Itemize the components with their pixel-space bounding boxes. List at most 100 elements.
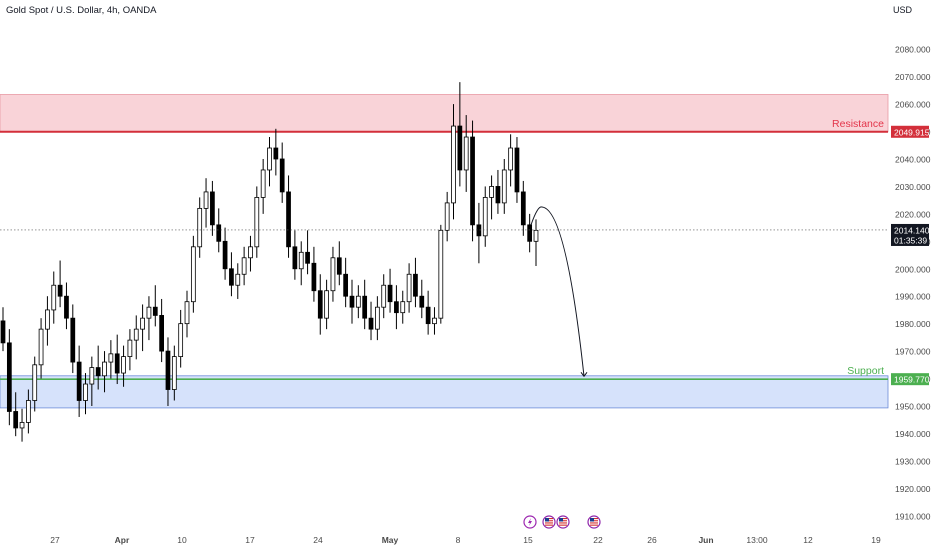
candle[interactable] (222, 227, 228, 280)
candle[interactable] (400, 290, 406, 324)
candle[interactable] (171, 345, 177, 401)
candle[interactable] (178, 309, 184, 368)
candle[interactable] (190, 235, 196, 313)
candle[interactable] (425, 290, 431, 335)
us-flag-icon[interactable] (587, 515, 601, 529)
candle[interactable] (298, 241, 304, 286)
candle[interactable] (324, 279, 329, 330)
candle[interactable] (216, 208, 222, 253)
candle[interactable] (482, 186, 488, 247)
candle[interactable] (375, 296, 380, 341)
candle[interactable] (89, 356, 95, 406)
candle[interactable] (108, 340, 114, 379)
candle[interactable] (83, 373, 88, 415)
candle[interactable] (165, 337, 171, 406)
candle[interactable] (114, 334, 120, 385)
candle-body-up (489, 186, 494, 198)
flag-icon-ring (587, 515, 601, 529)
candle[interactable] (451, 104, 456, 220)
resistance-zone[interactable] (0, 94, 889, 133)
candle[interactable] (51, 271, 57, 324)
candle[interactable] (317, 274, 323, 335)
candle[interactable] (489, 175, 494, 220)
candle[interactable] (419, 279, 425, 319)
candle[interactable] (533, 219, 539, 267)
candle[interactable] (355, 285, 361, 319)
candle[interactable] (438, 224, 444, 324)
candle[interactable] (336, 241, 342, 286)
x-tick-label: 27 (50, 535, 60, 545)
candle[interactable] (330, 246, 336, 302)
candle[interactable] (248, 235, 253, 272)
candle[interactable] (368, 301, 374, 341)
candle[interactable] (76, 345, 82, 417)
candle[interactable] (184, 290, 190, 338)
candle[interactable] (13, 392, 19, 437)
x-tick-label: 15 (523, 535, 533, 545)
candle[interactable] (362, 279, 368, 330)
flash-icon[interactable] (523, 515, 537, 529)
candle[interactable] (444, 191, 450, 242)
candle[interactable] (70, 304, 76, 374)
candle[interactable] (527, 213, 533, 253)
candle[interactable] (235, 263, 241, 299)
candle[interactable] (32, 356, 38, 412)
candle[interactable] (38, 318, 44, 379)
candle[interactable] (286, 175, 291, 258)
candle[interactable] (95, 345, 101, 390)
candle[interactable] (495, 169, 501, 214)
candle[interactable] (0, 307, 6, 352)
candle[interactable] (311, 246, 317, 302)
candle[interactable] (254, 186, 260, 258)
candle-body-down (286, 191, 291, 248)
candle[interactable] (292, 230, 298, 280)
candle[interactable] (159, 298, 164, 363)
candle[interactable] (26, 389, 31, 434)
candle[interactable] (64, 282, 69, 330)
candle[interactable] (260, 158, 266, 214)
candle[interactable] (343, 257, 349, 308)
candle[interactable] (508, 134, 513, 187)
candle[interactable] (279, 142, 285, 203)
projection-arrow[interactable] (530, 206, 585, 377)
candle[interactable] (463, 115, 469, 192)
candle[interactable] (273, 128, 279, 176)
candle[interactable] (152, 285, 158, 327)
flag-stripe (545, 524, 553, 526)
candle[interactable] (197, 197, 203, 258)
support-zone[interactable] (0, 375, 889, 409)
candle[interactable] (229, 252, 234, 297)
candle[interactable] (267, 137, 272, 187)
candle[interactable] (57, 260, 63, 308)
candle[interactable] (349, 279, 355, 324)
candle[interactable] (305, 230, 310, 275)
candle[interactable] (501, 158, 507, 214)
candle[interactable] (127, 329, 133, 371)
us-flag-icon[interactable] (542, 515, 556, 529)
candle[interactable] (432, 307, 437, 335)
candle[interactable] (140, 304, 145, 352)
candle[interactable] (470, 120, 475, 242)
candle[interactable] (102, 351, 107, 393)
candle[interactable] (146, 296, 152, 341)
us-flag-icon[interactable] (556, 515, 570, 529)
candle[interactable] (241, 246, 247, 286)
candle[interactable] (387, 268, 393, 313)
candle[interactable] (45, 296, 50, 346)
candle[interactable] (406, 263, 412, 313)
candle[interactable] (394, 285, 399, 330)
candle[interactable] (210, 180, 215, 236)
candle[interactable] (520, 180, 526, 236)
candle[interactable] (6, 329, 12, 426)
candle[interactable] (413, 257, 418, 308)
candle[interactable] (457, 82, 463, 187)
candle[interactable] (19, 408, 25, 442)
candle[interactable] (203, 178, 209, 228)
candle[interactable] (133, 315, 139, 360)
candle[interactable] (121, 345, 126, 387)
candle[interactable] (514, 137, 520, 203)
candle[interactable] (381, 274, 387, 319)
candle[interactable] (476, 202, 482, 264)
